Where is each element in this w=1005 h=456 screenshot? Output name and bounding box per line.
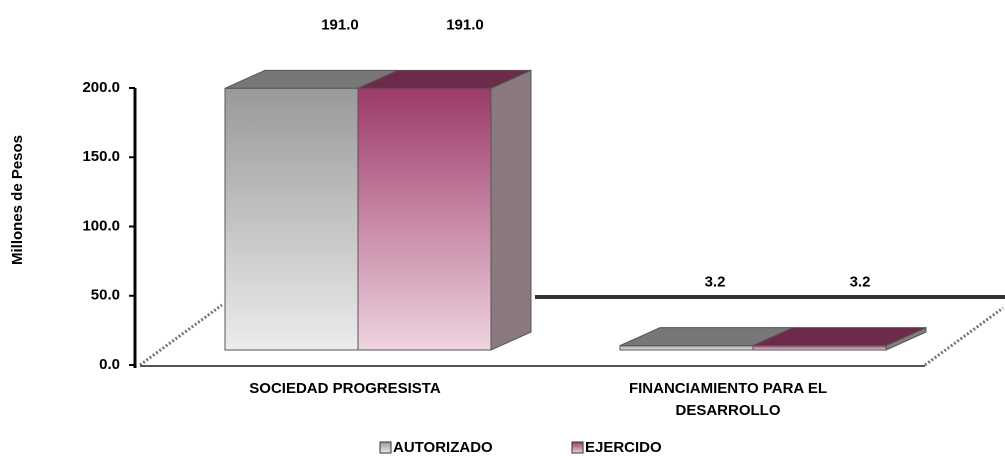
- value-label: 3.2: [705, 274, 726, 291]
- bar: [224, 69, 399, 351]
- floor: [139, 303, 1004, 367]
- y-tick-label: 100.0: [82, 217, 120, 234]
- bar-front: [752, 345, 887, 351]
- value-label: 3.2: [850, 274, 871, 291]
- legend-label: EJERCIDO: [585, 439, 662, 456]
- x-tick-label: FINANCIAMIENTO PARA EL DESARROLLO: [629, 380, 827, 419]
- bar: [752, 326, 927, 351]
- bar-front: [619, 345, 754, 351]
- bar-side: [490, 69, 532, 351]
- bar-front: [224, 87, 359, 351]
- legend-swatch: [379, 441, 392, 454]
- bar: [357, 69, 532, 351]
- y-axis-label: Millones de Pesos: [9, 135, 26, 265]
- legend-label: AUTORIZADO: [393, 439, 493, 456]
- legend-swatch: [571, 441, 584, 454]
- x-tick-label: SOCIEDAD PROGRESISTA: [249, 380, 441, 397]
- y-tick-label: 0.0: [99, 356, 120, 373]
- bar-front: [357, 87, 492, 351]
- y-tick-label: 50.0: [91, 287, 120, 304]
- y-tick-label: 200.0: [82, 79, 120, 96]
- y-tick-label: 150.0: [82, 148, 120, 165]
- value-label: 191.0: [446, 16, 484, 33]
- value-label: 191.0: [321, 16, 359, 33]
